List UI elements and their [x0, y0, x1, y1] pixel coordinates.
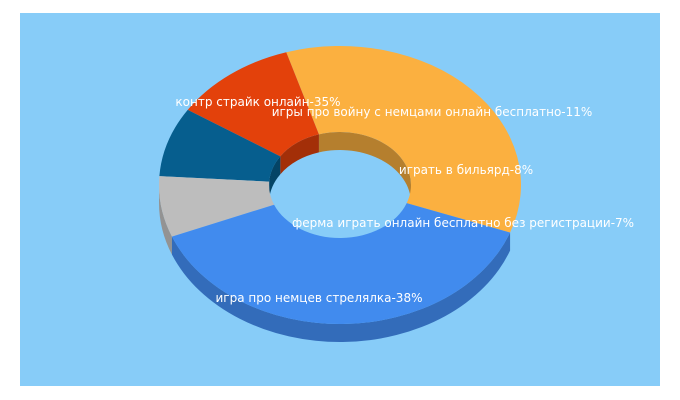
slice-hole-wall-1 [280, 134, 319, 175]
slice-3-ферма-играть-онлайн-бесп[interactable] [159, 176, 275, 237]
slice-hole-wall-0 [318, 132, 411, 203]
slice-2-играть-в-бильярд-8-[interactable] [159, 109, 281, 182]
slice-4-игра-про-немцев-стрелялк[interactable] [171, 203, 511, 324]
slice-wall-3 [159, 185, 172, 255]
slice-label-kontr-strike: контр страйк онлайн-35% [175, 95, 340, 109]
slice-hole-wall-2 [269, 156, 281, 200]
slice-wall-4 [171, 232, 511, 342]
slice-0-контр-страйк-онлайн-35-[interactable] [286, 46, 521, 233]
slice-label-billiards: играть в бильярд-8% [399, 163, 533, 177]
slice-labels: контр страйк онлайн-35% игры про войну с… [175, 95, 634, 305]
slice-label-german-shooter: игра про немцев стрелялка-38% [216, 291, 423, 305]
donut-side-walls [159, 132, 511, 342]
slice-label-farm: ферма играть онлайн бесплатно без регист… [292, 216, 634, 230]
donut-slices [159, 46, 521, 324]
slice-1-игры-про-войну-с-немцами[interactable] [187, 52, 319, 157]
slice-label-war-games: игры про войну с немцами онлайн бесплатн… [272, 105, 593, 119]
